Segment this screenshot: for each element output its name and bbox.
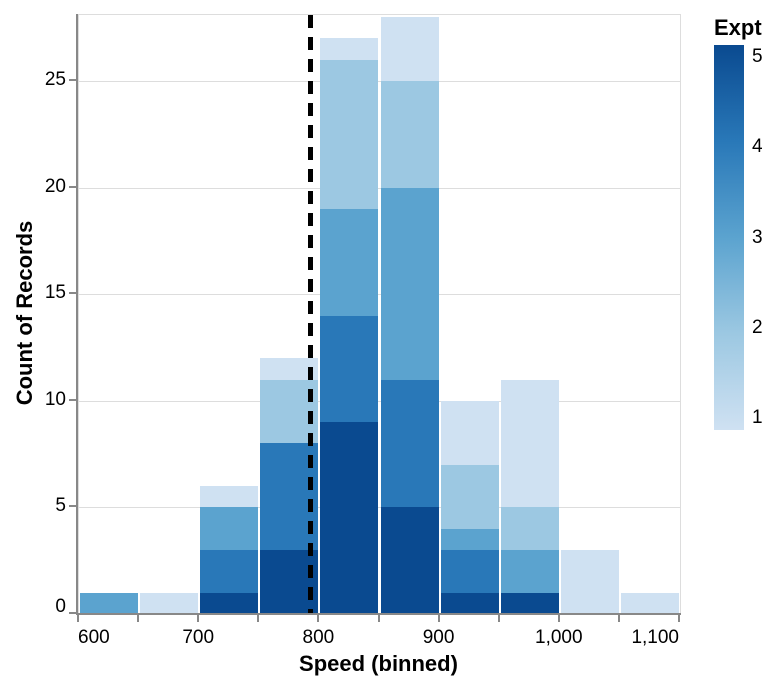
y-tick-label-20: 20 [44, 175, 66, 197]
bar-segment-expt1-bin750[interactable] [260, 358, 319, 380]
y-tick-label-15: 15 [44, 282, 66, 304]
bar-segment-expt5-bin800[interactable] [320, 422, 379, 614]
bar-segment-expt3-bin800[interactable] [320, 209, 379, 316]
x-axis-title: Speed (binned) [299, 651, 458, 676]
x-tick-850 [377, 615, 380, 622]
y-tick-20 [69, 185, 76, 188]
x-tick-1100 [678, 615, 680, 622]
bar-segment-expt1-bin850[interactable] [380, 17, 439, 82]
y-tick-5 [69, 505, 76, 508]
x-tick-650 [137, 615, 140, 622]
y-tick-10 [69, 398, 76, 401]
x-tick-label-600: 600 [78, 627, 110, 648]
bar-segment-expt4-bin700[interactable] [200, 550, 259, 593]
x-tick-1050 [617, 615, 620, 622]
x-tick-label-700: 700 [182, 627, 215, 648]
bar-segment-expt3-bin600[interactable] [80, 592, 139, 614]
bar-segment-expt4-bin850[interactable] [380, 379, 439, 508]
bar-segment-expt1-bin650[interactable] [140, 592, 199, 614]
x-tick-label-800: 800 [302, 627, 335, 648]
x-tick-600 [77, 615, 79, 622]
gridline-y-10 [79, 400, 680, 402]
legend-title: Expt [714, 15, 762, 40]
bar-segment-expt1-bin700[interactable] [200, 486, 259, 508]
bar-segment-expt3-bin950[interactable] [500, 550, 559, 593]
bar-segment-expt5-bin950[interactable] [500, 592, 559, 614]
bar-segment-expt1-bin1050[interactable] [620, 592, 679, 614]
x-axis-line [76, 613, 681, 615]
y-tick-label-10: 10 [44, 388, 66, 410]
bar-segment-expt2-bin850[interactable] [380, 81, 439, 188]
bar-segment-expt3-bin900[interactable] [440, 528, 499, 551]
y-tick-25 [69, 79, 76, 82]
legend-gradient-bar [714, 45, 744, 430]
x-tick-750 [257, 615, 260, 622]
y-tick-label-0: 0 [55, 596, 66, 617]
gridline-y-25 [79, 81, 680, 83]
y-tick-label-25: 25 [44, 69, 66, 91]
bar-segment-expt5-bin900[interactable] [440, 592, 499, 614]
bar-segment-expt4-bin900[interactable] [440, 550, 499, 593]
x-tick-label-1100: 1,100 [631, 627, 679, 648]
plot-area [78, 14, 681, 615]
y-tick-15 [69, 292, 76, 295]
gridline-y-15 [79, 294, 680, 296]
y-tick-label-5: 5 [55, 495, 66, 517]
bar-segment-expt3-bin700[interactable] [200, 507, 259, 551]
bar-segment-expt1-bin1000[interactable] [560, 550, 619, 614]
x-tick-label-900: 900 [422, 627, 455, 648]
legend-label-5: 5 [752, 46, 763, 67]
legend-label-1: 1 [752, 407, 763, 428]
bar-segment-expt4-bin800[interactable] [320, 315, 379, 423]
legend-label-4: 4 [752, 136, 763, 158]
legend-label-2: 2 [752, 316, 763, 338]
bar-segment-expt2-bin800[interactable] [320, 59, 379, 209]
bar-segment-expt1-bin900[interactable] [440, 400, 499, 465]
legend-label-3: 3 [752, 226, 763, 248]
y-axis-line [76, 14, 78, 615]
gridline-y-5 [79, 507, 680, 509]
bar-segment-expt5-bin850[interactable] [380, 507, 439, 614]
bar-segment-expt1-bin950[interactable] [500, 379, 559, 508]
bar-segment-expt2-bin950[interactable] [500, 507, 559, 551]
x-tick-950 [497, 615, 500, 622]
x-tick-800 [317, 615, 320, 622]
x-tick-700 [197, 615, 200, 622]
x-tick-900 [437, 615, 440, 622]
bar-segment-expt1-bin800[interactable] [320, 38, 379, 60]
gridline-y-20 [79, 187, 680, 189]
reference-rule-speed-of-light [307, 15, 313, 614]
y-tick-0 [69, 612, 76, 614]
x-tick-1000 [557, 615, 560, 622]
x-tick-label-1000: 1,000 [535, 627, 583, 648]
bar-segment-expt5-bin700[interactable] [200, 592, 259, 614]
bar-segment-expt3-bin850[interactable] [380, 187, 439, 380]
bar-segment-expt2-bin900[interactable] [440, 464, 499, 529]
